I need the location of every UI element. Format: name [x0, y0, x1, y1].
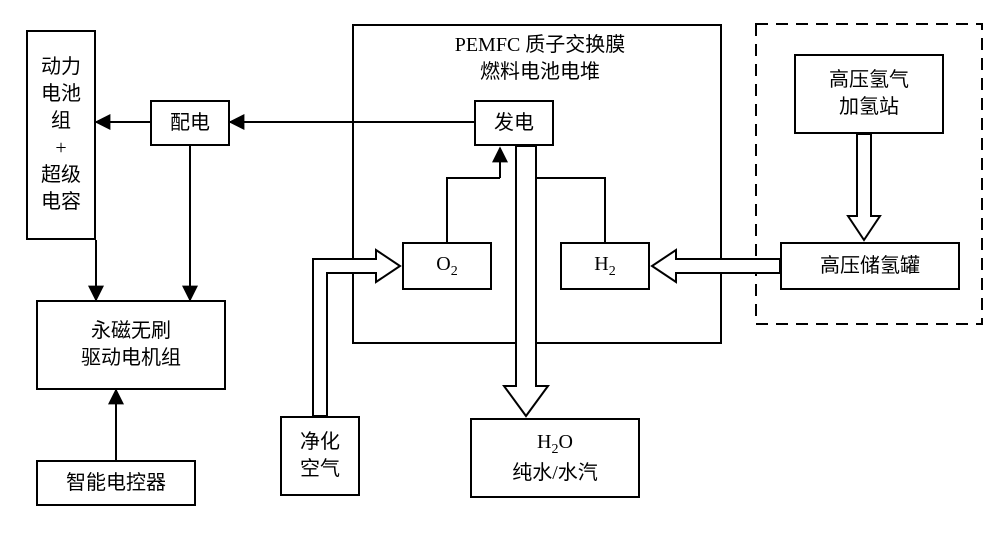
o2-box: O2 — [402, 242, 492, 290]
air-text: 净化空气 — [300, 429, 340, 483]
controller-box: 智能电控器 — [36, 460, 196, 506]
generation-text: 发电 — [494, 110, 534, 137]
o2-text: O2 — [436, 251, 457, 282]
pemfc-title-text: PEMFC 质子交换膜燃料电池电堆 — [455, 34, 626, 83]
h2o-text: H2O纯水/水汽 — [512, 429, 598, 487]
h2o-box: H2O纯水/水汽 — [470, 418, 640, 498]
tank-box: 高压储氢罐 — [780, 242, 960, 290]
controller-text: 智能电控器 — [66, 470, 166, 497]
battery-text: 动力电池组+超级电容 — [41, 54, 81, 216]
air-box: 净化空气 — [280, 416, 360, 496]
motor-box: 永磁无刷驱动电机组 — [36, 300, 226, 390]
generation-box: 发电 — [474, 100, 554, 146]
station-text: 高压氢气加氢站 — [829, 67, 909, 121]
block-arrow-station-to-tank — [848, 134, 880, 240]
pemfc-title: PEMFC 质子交换膜燃料电池电堆 — [380, 32, 700, 86]
distribution-box: 配电 — [150, 100, 230, 146]
diagram-canvas: PEMFC 质子交换膜燃料电池电堆 动力电池组+超级电容 配电 永磁无刷驱动电机… — [0, 0, 1000, 542]
tank-text: 高压储氢罐 — [820, 253, 920, 280]
station-box: 高压氢气加氢站 — [794, 54, 944, 134]
motor-text: 永磁无刷驱动电机组 — [81, 318, 181, 372]
h2-box: H2 — [560, 242, 650, 290]
h2-text: H2 — [594, 251, 615, 282]
distribution-text: 配电 — [170, 110, 210, 137]
battery-box: 动力电池组+超级电容 — [26, 30, 96, 240]
